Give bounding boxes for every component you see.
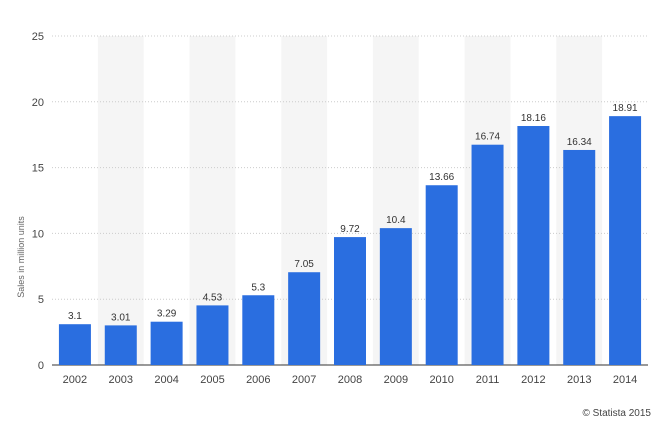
data-label-2002: 3.1 <box>68 311 82 322</box>
data-label-2010: 13.66 <box>429 172 454 183</box>
data-label-2006: 5.3 <box>251 282 265 293</box>
bar-2006 <box>242 295 275 365</box>
data-label-2013: 16.34 <box>567 137 592 148</box>
bar-2010 <box>425 185 458 365</box>
x-axis-ticks: 2002 2003 2004 2005 2006 2007 2008 2009 2010 2011… <box>63 374 638 386</box>
y-tick-label-10: 10 <box>32 228 44 240</box>
bar-2007 <box>288 272 321 365</box>
y-axis-ticks: 0 5 10 15 20 25 <box>32 31 44 372</box>
bar-2004 <box>150 321 183 365</box>
data-labels: 3.1 3.01 3.29 4.53 5.3 7.05 9.72 10.4 13.66 16.74… <box>68 103 638 323</box>
x-tick-label-2003: 2003 <box>109 374 133 386</box>
x-tick-label-2002: 2002 <box>63 374 87 386</box>
bars <box>58 116 642 365</box>
bar-2005 <box>196 305 229 365</box>
y-axis-title: Sales in million units <box>16 216 26 298</box>
bar-2002 <box>58 324 91 365</box>
bar-2013 <box>563 149 596 365</box>
bar-2014 <box>609 116 642 365</box>
data-label-2012: 18.16 <box>521 113 546 124</box>
x-tick-label-2004: 2004 <box>154 374 178 386</box>
x-tick-label-2006: 2006 <box>246 374 270 386</box>
bar-2003 <box>104 325 137 365</box>
bar-2011 <box>471 144 504 365</box>
bar-2012 <box>517 126 550 365</box>
x-tick-label-2005: 2005 <box>200 374 224 386</box>
x-tick-label-2009: 2009 <box>384 374 408 386</box>
data-label-2011: 16.74 <box>475 132 500 143</box>
bar-2009 <box>379 228 412 365</box>
x-tick-label-2008: 2008 <box>338 374 362 386</box>
y-tick-label-20: 20 <box>32 97 44 109</box>
x-tick-label-2012: 2012 <box>521 374 545 386</box>
y-tick-label-0: 0 <box>38 360 44 372</box>
data-label-2003: 3.01 <box>111 312 131 323</box>
data-label-2009: 10.4 <box>386 215 406 226</box>
x-tick-label-2011: 2011 <box>476 374 500 386</box>
bar-2008 <box>334 237 366 365</box>
data-label-2007: 7.05 <box>294 259 314 270</box>
data-label-2014: 18.91 <box>613 103 638 114</box>
band-2003 <box>97 36 144 365</box>
y-tick-label-25: 25 <box>32 31 44 43</box>
data-label-2004: 3.29 <box>157 309 177 320</box>
x-tick-label-2007: 2007 <box>292 374 316 386</box>
data-label-2005: 4.53 <box>203 292 223 303</box>
x-tick-label-2014: 2014 <box>613 374 637 386</box>
y-tick-label-15: 15 <box>32 163 44 175</box>
y-tick-label-5: 5 <box>38 294 44 306</box>
statista-credit[interactable]: © Statista 2015 <box>582 408 651 419</box>
data-label-2008: 9.72 <box>340 224 360 235</box>
x-tick-label-2010: 2010 <box>429 374 453 386</box>
x-tick-label-2013: 2013 <box>567 374 591 386</box>
